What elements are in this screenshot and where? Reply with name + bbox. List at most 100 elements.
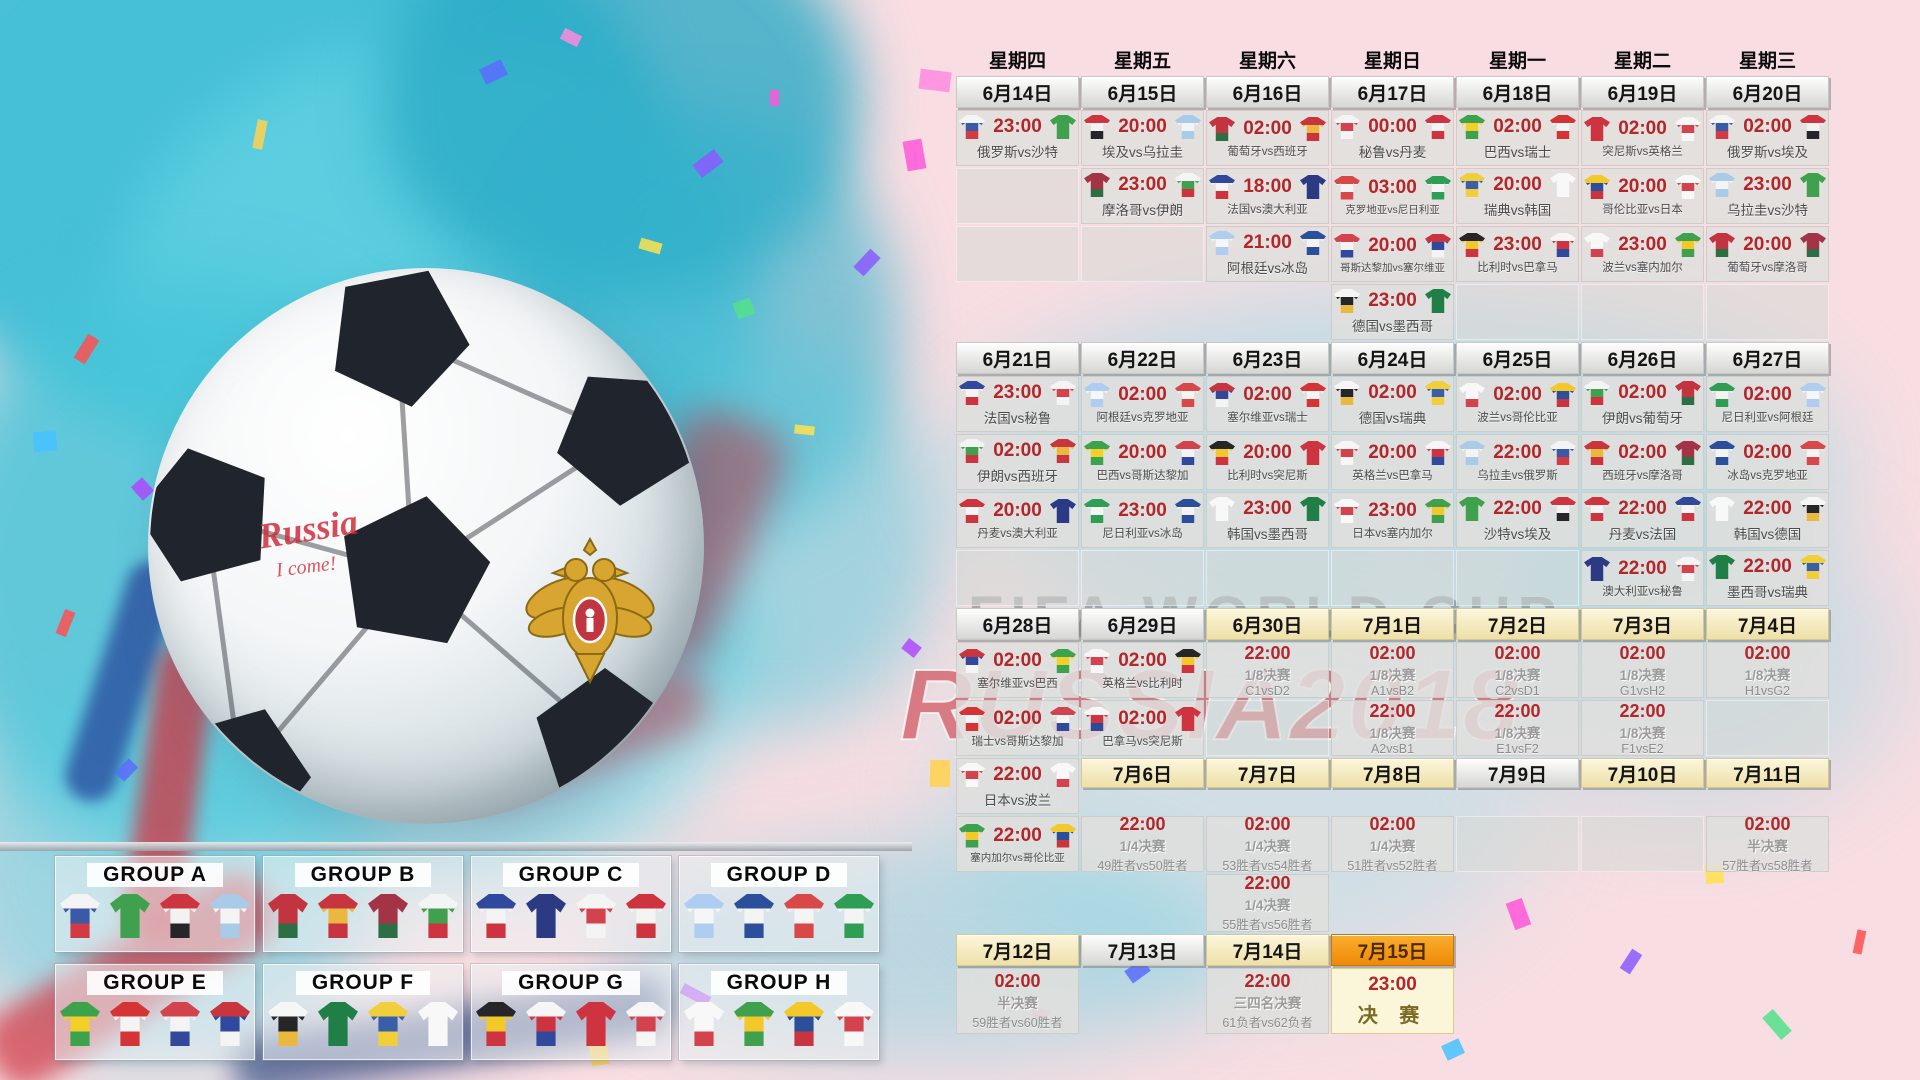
stage-label: 1/8决赛 [1744,667,1791,683]
date-header: 6月14日 [956,76,1079,108]
knockout-cell: 22:00 1/8决赛 F1vsE2 [1581,700,1704,756]
empty-cell [1581,284,1704,340]
match-top: 02:00 [1709,383,1826,407]
match-time: 23:00 [1368,974,1417,995]
jersey-icon [1084,441,1110,465]
match-cell: 22:00 墨西哥vs瑞典 [1706,550,1829,606]
match-top: 02:00 [959,707,1076,731]
date-header: 6月15日 [1081,76,1204,108]
jersey-icon [1709,441,1735,465]
date-header: 6月28日 [956,608,1079,640]
stage-label: 1/8决赛 [1369,667,1416,683]
jersey-icon [1709,497,1735,521]
match-time: 20:00 [1618,176,1667,197]
weekday-label: 星期三 [1738,50,1796,72]
jersey-icon [1299,383,1326,407]
jersey-icon [1334,441,1360,465]
weekday-label: 星期二 [1613,50,1671,72]
jersey-icon [1674,381,1701,405]
match-time: 20:00 [993,500,1042,521]
match-time: 02:00 [1618,382,1667,403]
jersey-icon [1674,117,1701,141]
match-cell: 23:00 日本vs塞内加尔 [1331,492,1454,548]
match-top: 22:00 [959,823,1076,848]
match-time: 22:00 [1244,971,1291,991]
match-time: 00:00 [1368,116,1417,137]
match-teams-label: 乌拉圭vs沙特 [1727,203,1808,218]
empty-cell [956,226,1079,282]
match-top: 00:00 [1334,115,1451,139]
match-time: 23:00 [993,382,1042,403]
jersey-icon [1799,441,1826,465]
match-time: 23:00 [1243,498,1292,519]
jersey-icon [734,894,774,938]
match-teams-label: 秘鲁vs丹麦 [1358,145,1427,160]
jersey-icon [734,1002,774,1046]
match-time: 22:00 [1743,556,1792,577]
jersey-icon [160,1002,200,1046]
match-cell: 23:00 摩洛哥vs伊朗 [1081,168,1204,224]
match-top: 02:00 [1584,117,1701,141]
match-teams-label: 伊朗vs西班牙 [977,469,1058,484]
jersey-icon [626,894,666,938]
match-cell: 20:00 葡萄牙vs摩洛哥 [1706,226,1829,282]
empty-cell [1456,550,1579,606]
knockout-teams-label: 51胜者vs52胜者 [1347,859,1438,873]
jersey-icon [1584,117,1610,141]
match-teams-label: 哥伦比亚vs日本 [1602,204,1683,216]
match-time: 02:00 [1618,442,1667,463]
match-cell: 23:00 波兰vs塞内加尔 [1581,226,1704,282]
match-teams-label: 俄罗斯vs埃及 [1727,145,1808,160]
match-cell: 22:00 韩国vs德国 [1706,492,1829,548]
date-header: 6月20日 [1706,76,1829,108]
match-teams-label: 突尼斯vs英格兰 [1602,146,1683,158]
jersey-icon [1299,441,1326,465]
jersey-icon [1049,115,1076,139]
date-header: 6月18日 [1456,76,1579,108]
jersey-icon [1709,383,1735,407]
jersey-icon [576,894,616,938]
date-header: 7月10日 [1581,758,1704,788]
match-cell: 02:00 葡萄牙vs西班牙 [1206,110,1329,166]
jersey-icon [834,894,874,938]
date-header: 7月11日 [1706,758,1829,788]
match-teams-label: 韩国vs墨西哥 [1227,527,1308,542]
match-teams-label: 波兰vs哥伦比亚 [1477,412,1558,424]
match-time: 20:00 [1368,442,1417,463]
empty-cell [1456,284,1579,340]
match-teams-label: 冰岛vs克罗地亚 [1727,470,1808,482]
match-top: 21:00 [1209,231,1326,255]
match-teams-label: 比利时vs突尼斯 [1227,470,1308,482]
jersey-icon [476,894,516,938]
stage-label: 三四名决赛 [1233,996,1302,1011]
match-time: 23:00 [1743,174,1792,195]
match-time: 02:00 [1118,384,1167,405]
match-top: 23:00 [959,381,1076,405]
match-time: 22:00 [1493,442,1542,463]
jersey-icon [1674,441,1701,465]
match-cell: 00:00 秘鲁vs丹麦 [1331,110,1454,166]
match-teams-label: 丹麦vs澳大利亚 [977,528,1058,540]
jersey-icon [1209,441,1235,465]
jersey-icon [110,894,150,938]
match-teams-label: 埃及vs乌拉圭 [1102,145,1183,160]
match-top: 23:00 [1334,289,1451,313]
knockout-cell: 02:00 1/8决赛 A1vsB2 [1331,642,1454,698]
match-cell: 02:00 阿根廷vs克罗地亚 [1081,376,1204,432]
jersey-icon [1709,233,1735,257]
knockout-cell: 02:00 1/8决赛 C2vsD1 [1456,642,1579,698]
match-cell: 02:00 俄罗斯vs埃及 [1706,110,1829,166]
match-time: 02:00 [1743,384,1792,405]
match-top: 02:00 [1209,117,1326,141]
stage-label: 1/8决赛 [1494,667,1541,683]
match-cell: 20:00 埃及vs乌拉圭 [1081,110,1204,166]
jersey-icon [1584,497,1610,521]
match-cell: 02:00 伊朗vs西班牙 [956,434,1079,490]
date-header: 6月24日 [1331,342,1454,374]
jersey-icon [1209,383,1235,407]
jersey-icon [60,894,100,938]
match-time: 22:00 [993,764,1042,785]
knockout-cell: 22:00 1/4决赛 49胜者vs50胜者 [1081,814,1204,873]
match-cell: 02:00 塞尔维亚vs巴西 [956,642,1079,698]
knockout-teams-label: C1vsD2 [1245,683,1290,698]
